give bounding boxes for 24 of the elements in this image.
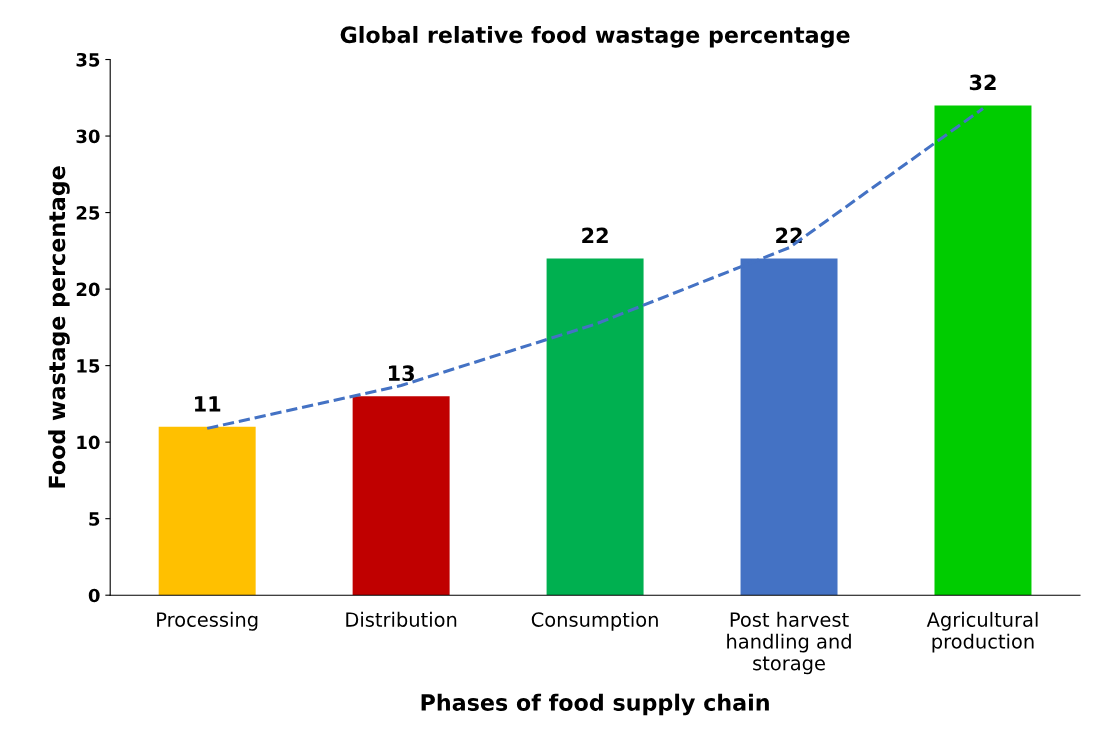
y-tick-label: 10 [77, 435, 100, 450]
data-label: 32 [969, 74, 996, 91]
x-axis-title: Phases of food supply chain [421, 693, 769, 716]
y-tick-label: 5 [89, 512, 100, 526]
y-tick-label: 25 [76, 206, 100, 220]
y-axis-title: Food wastage percentage [48, 166, 70, 488]
bar [158, 426, 256, 596]
x-tick-label: Post harvest handling and storage [727, 611, 851, 675]
y-tick-label: 20 [76, 282, 100, 297]
data-label: 13 [388, 365, 414, 382]
x-tick-label: Agricultural production [926, 611, 1038, 653]
x-tick-label: Distribution [346, 611, 457, 627]
bar [352, 396, 450, 596]
bar [546, 258, 644, 596]
x-tick-label: Processing [157, 611, 258, 631]
y-tick-label: 35 [76, 52, 100, 67]
bar [934, 105, 1032, 596]
data-label: 22 [582, 227, 608, 244]
y-tick-label: 15 [77, 359, 100, 373]
data-label: 11 [195, 396, 221, 412]
y-tick-label: 0 [88, 588, 100, 603]
chart-title: Global relative food wastage percentage [340, 25, 850, 48]
y-tick-label: 30 [76, 129, 100, 144]
x-tick-label: Consumption [531, 611, 658, 631]
